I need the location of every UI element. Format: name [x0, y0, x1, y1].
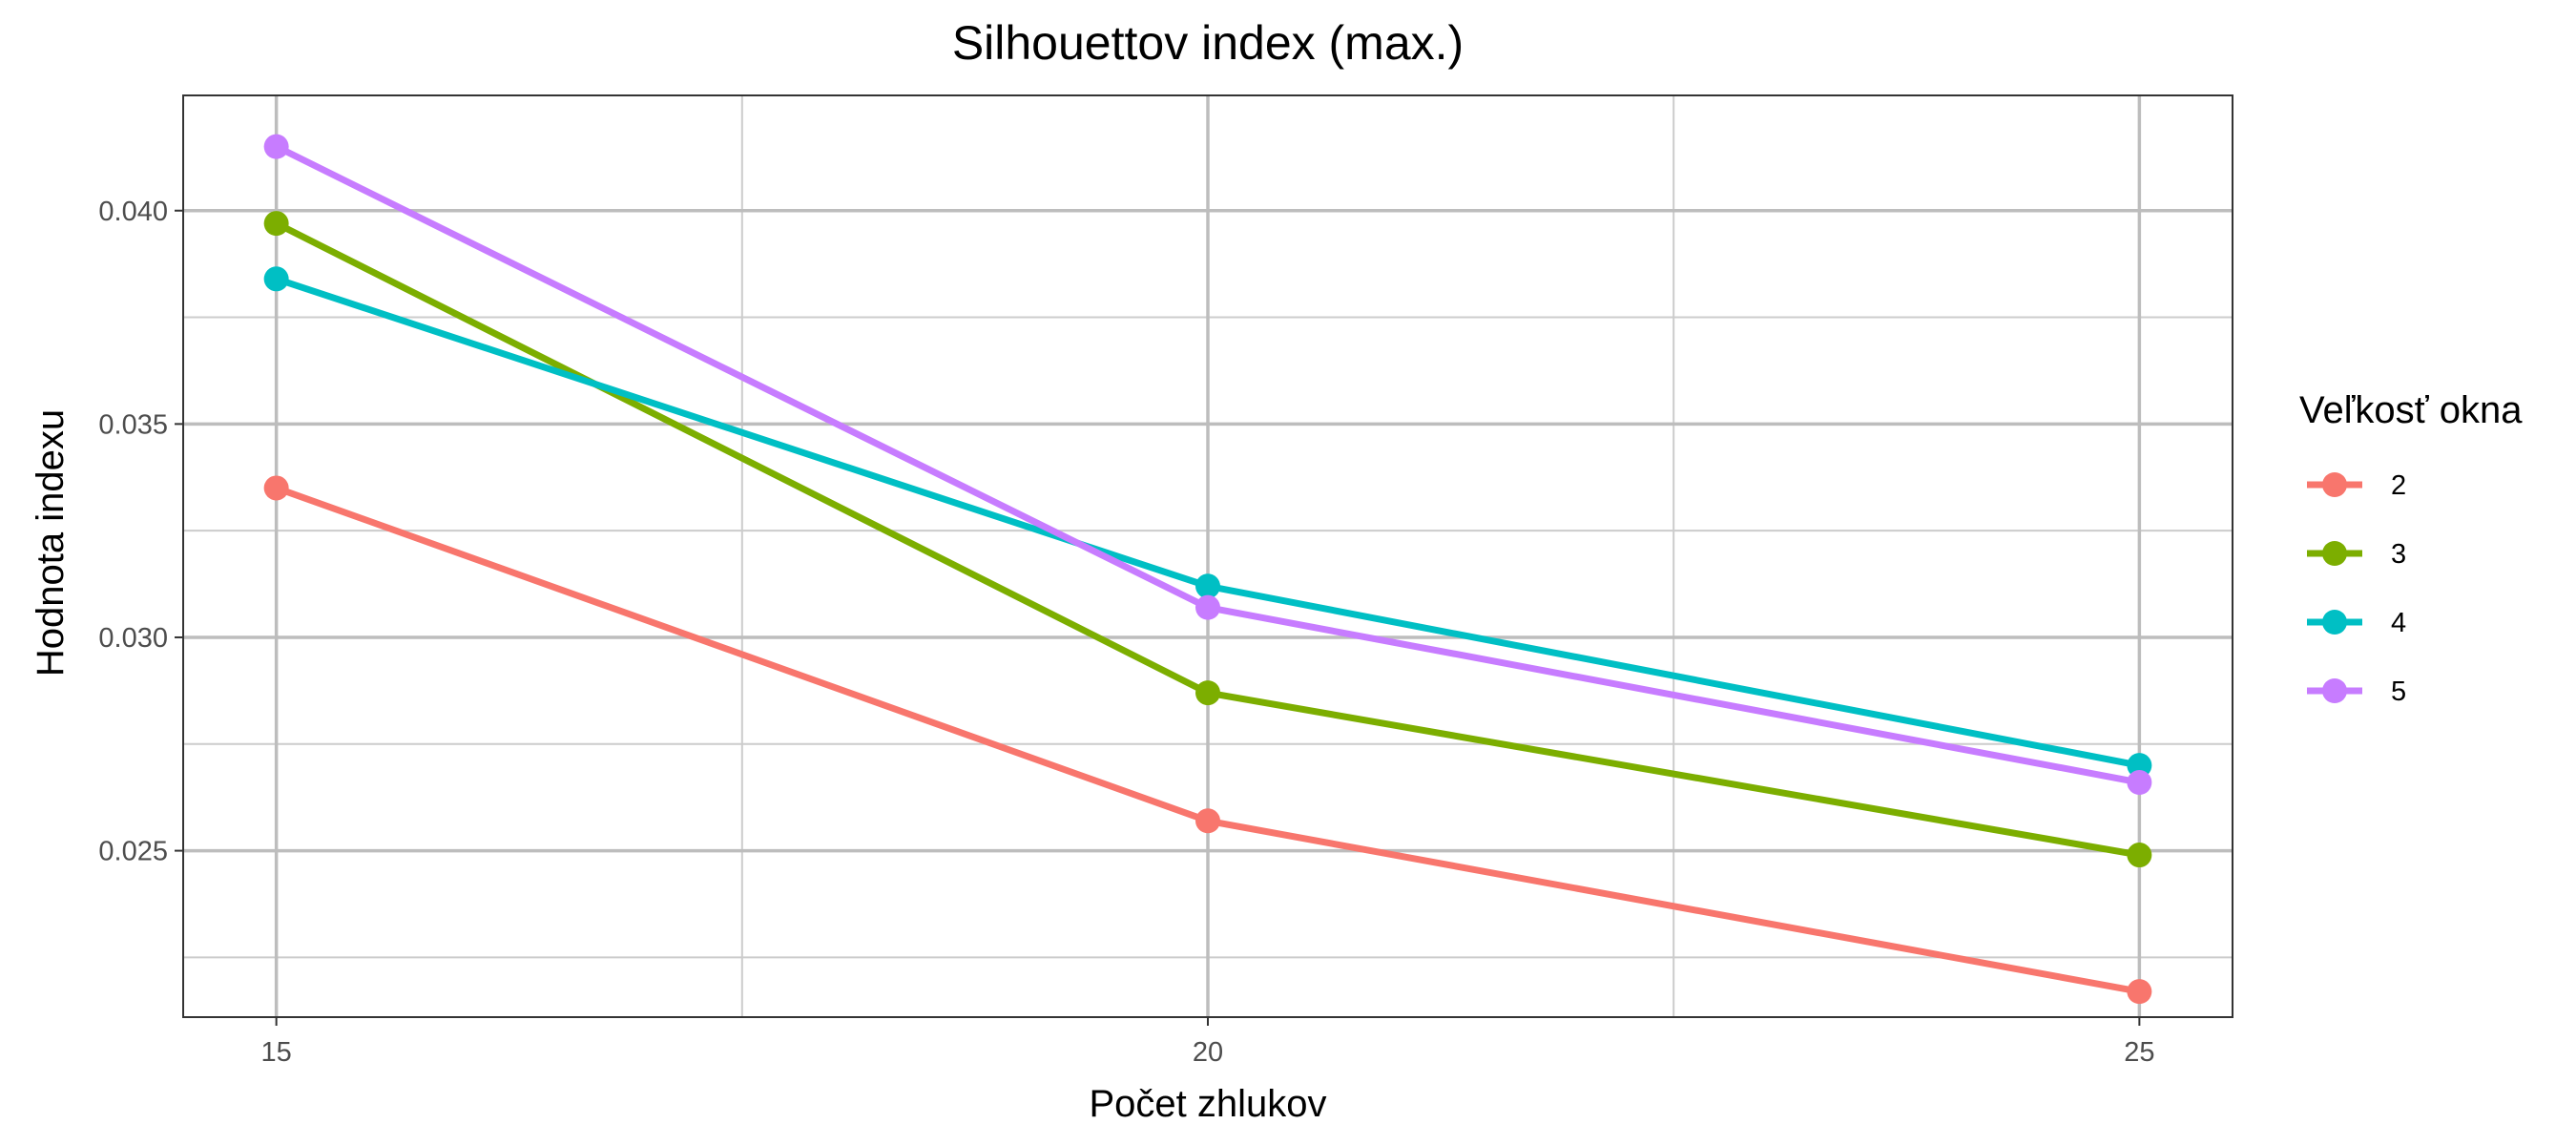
- data-point: [263, 266, 289, 292]
- data-point: [1195, 594, 1220, 620]
- y-axis-title: Hodnota indexu: [30, 409, 72, 677]
- data-point: [1195, 808, 1220, 834]
- series-5: [263, 134, 2152, 796]
- series-4: [263, 266, 2152, 779]
- data-point: [2127, 843, 2152, 868]
- legend-label: 4: [2391, 608, 2406, 638]
- data-point: [1195, 680, 1220, 706]
- data-point: [1195, 573, 1220, 599]
- legend-item: 3: [2307, 539, 2406, 570]
- y-tick-label: 0.025: [98, 837, 168, 867]
- y-tick-label: 0.035: [98, 409, 168, 440]
- x-tick-label: 25: [2124, 1037, 2154, 1068]
- data-point: [2127, 770, 2152, 796]
- chart-title: Silhouettov index (max.): [952, 16, 1464, 70]
- legend-label: 2: [2391, 470, 2406, 501]
- y-tick-label: 0.040: [98, 197, 168, 227]
- x-tick-label: 20: [1193, 1037, 1223, 1068]
- legend-item: 4: [2307, 608, 2406, 638]
- legend-items: 2 3 4 5: [2307, 470, 2406, 707]
- legend-key-point: [2322, 472, 2347, 497]
- x-tick-label: 15: [261, 1037, 292, 1068]
- legend-key-point: [2322, 541, 2347, 566]
- legend-key-point: [2322, 610, 2347, 635]
- data-point: [263, 211, 289, 237]
- legend-label: 5: [2391, 677, 2406, 707]
- data-point: [263, 475, 289, 501]
- series-layer: [263, 134, 2152, 1005]
- x-axis-title: Počet zhlukov: [1089, 1083, 1326, 1125]
- legend-title: Veľkosť okna: [2299, 389, 2523, 431]
- legend: Veľkosť okna 2 3 4 5: [2299, 389, 2523, 707]
- legend-label: 3: [2391, 539, 2406, 570]
- data-point: [263, 134, 289, 159]
- legend-item: 2: [2307, 470, 2406, 501]
- y-tick-label: 0.030: [98, 623, 168, 654]
- grid-layer: [183, 95, 2233, 1017]
- legend-key-point: [2322, 678, 2347, 703]
- data-point: [2127, 753, 2152, 779]
- data-point: [2127, 979, 2152, 1005]
- series-2: [263, 475, 2152, 1005]
- legend-item: 5: [2307, 677, 2406, 707]
- axis-layer: 0.025 0.030 0.035 0.040 15 20 25: [98, 197, 2154, 1068]
